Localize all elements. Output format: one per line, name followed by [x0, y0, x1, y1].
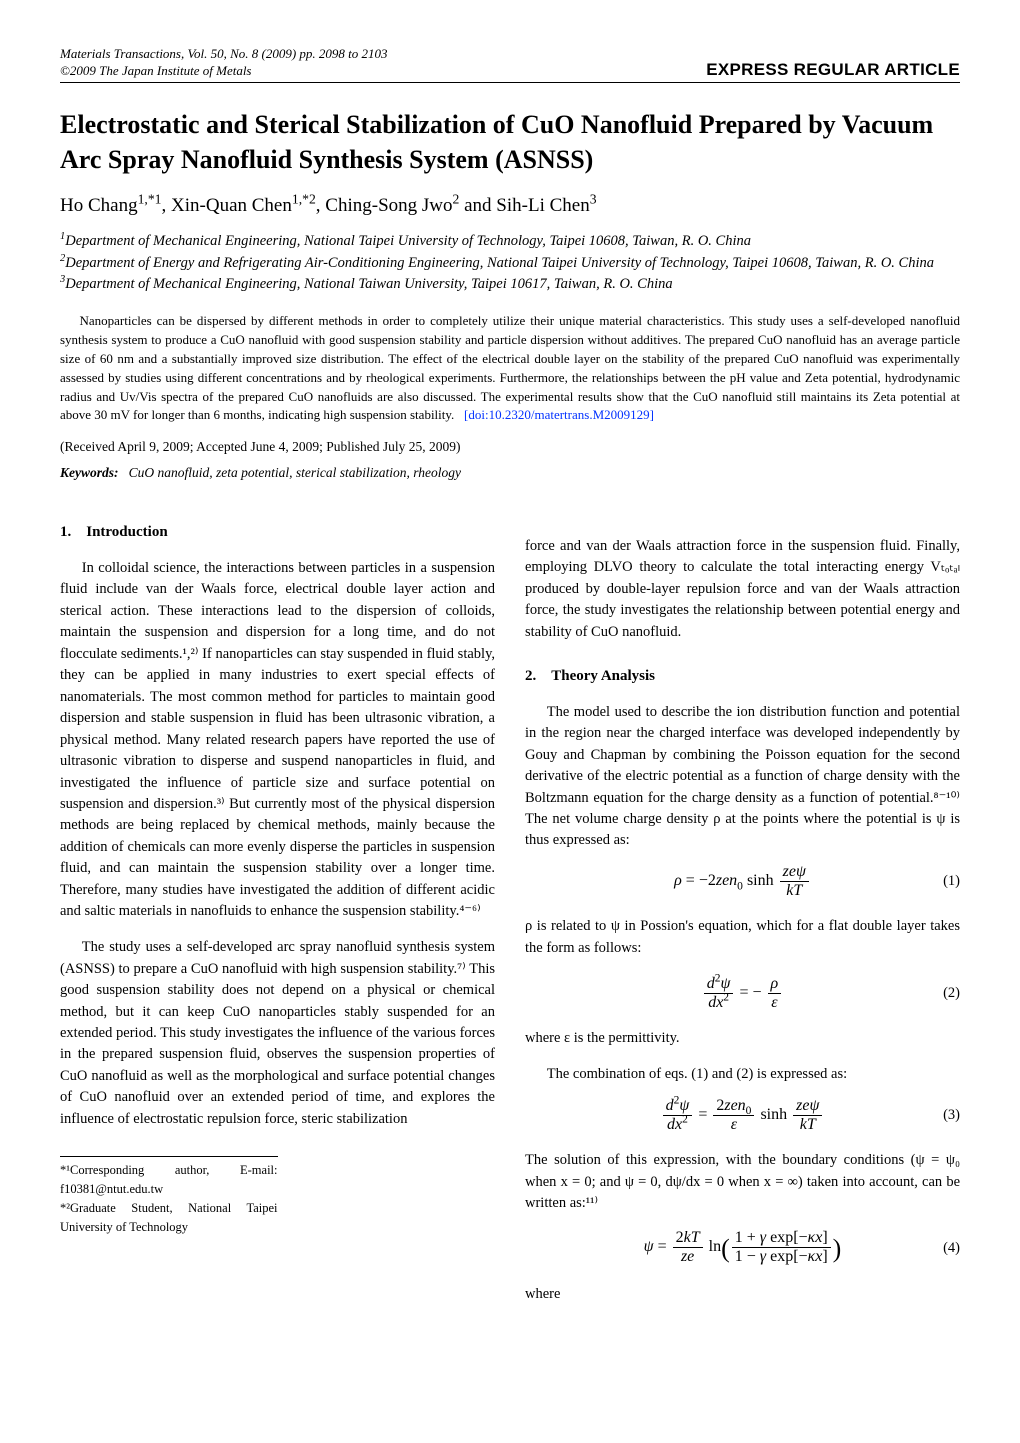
author-list: Ho Chang1,*1, Xin-Quan Chen1,*2, Ching-S…	[60, 195, 960, 217]
footnotes: *¹Corresponding author, E-mail: f10381@n…	[60, 1156, 278, 1236]
copyright-line: ©2009 The Japan Institute of Metals	[60, 63, 388, 80]
equation-2-body: d2ψdx2 = − ρε	[702, 975, 783, 1012]
doi-link[interactable]: [doi:10.2320/matertrans.M2009129]	[464, 407, 654, 422]
section-2-heading: 2. Theory Analysis	[525, 665, 960, 687]
after-eq3-text: The solution of this expression, with th…	[525, 1150, 960, 1214]
journal-meta: Materials Transactions, Vol. 50, No. 8 (…	[60, 46, 388, 80]
affiliation-1-text: Department of Mechanical Engineering, Na…	[65, 233, 751, 249]
affiliation-2: 2Department of Energy and Refrigerating …	[60, 253, 960, 275]
right-column: force and van der Waals attraction force…	[525, 521, 960, 1319]
keywords-line: Keywords: CuO nanofluid, zeta potential,…	[60, 465, 960, 481]
affiliation-3-text: Department of Mechanical Engineering, Na…	[65, 276, 672, 292]
equation-1-body: ρ = −2zen0 sinh zeψkT	[674, 863, 811, 900]
affiliation-2-text: Department of Energy and Refrigerating A…	[65, 255, 934, 271]
equation-4: ψ = 2kTze ln(1 + γ exp[−κx]1 − γ exp[−κx…	[525, 1229, 960, 1269]
section-2-p1: The model used to describe the ion distr…	[525, 702, 960, 852]
where-text: where	[525, 1284, 960, 1305]
two-column-body: 1. Introduction In colloidal science, th…	[60, 521, 960, 1319]
section-1-heading: 1. Introduction	[60, 521, 495, 543]
equation-3: d2ψdx2 = 2zen0ε sinh zeψkT (3)	[525, 1096, 960, 1136]
section-1-p2: The study uses a self-developed arc spra…	[60, 937, 495, 1130]
after-eq1-text: ρ is related to ψ in Possion's equation,…	[525, 916, 960, 959]
equation-2: d2ψdx2 = − ρε (2)	[525, 974, 960, 1014]
abstract: Nanoparticles can be dispersed by differ…	[60, 312, 960, 425]
journal-line: Materials Transactions, Vol. 50, No. 8 (…	[60, 46, 388, 63]
equation-1: ρ = −2zen0 sinh zeψkT (1)	[525, 862, 960, 902]
equation-3-number: (3)	[943, 1105, 960, 1126]
after-eq2-b: The combination of eqs. (1) and (2) is e…	[525, 1064, 960, 1085]
equation-3-body: d2ψdx2 = 2zen0ε sinh zeψkT	[661, 1097, 825, 1134]
footnote-1: *¹Corresponding author, E-mail: f10381@n…	[60, 1161, 278, 1199]
header-bar: Materials Transactions, Vol. 50, No. 8 (…	[60, 46, 960, 83]
equation-2-number: (2)	[943, 983, 960, 1004]
equation-4-number: (4)	[943, 1238, 960, 1259]
equation-4-body: ψ = 2kTze ln(1 + γ exp[−κx]1 − γ exp[−κx…	[644, 1229, 842, 1269]
left-column: 1. Introduction In colloidal science, th…	[60, 521, 495, 1319]
article-title: Electrostatic and Sterical Stabilization…	[60, 107, 960, 177]
equation-1-number: (1)	[943, 871, 960, 892]
footnote-2: *²Graduate Student, National Taipei Univ…	[60, 1199, 278, 1237]
keywords-text: CuO nanofluid, zeta potential, sterical …	[129, 465, 461, 480]
affiliation-1: 1Department of Mechanical Engineering, N…	[60, 231, 960, 253]
keywords-label: Keywords:	[60, 465, 119, 480]
article-category: EXPRESS REGULAR ARTICLE	[706, 60, 960, 80]
affiliations: 1Department of Mechanical Engineering, N…	[60, 231, 960, 296]
dates-line: (Received April 9, 2009; Accepted June 4…	[60, 439, 960, 455]
after-eq2-a: where ε is the permittivity.	[525, 1028, 960, 1049]
section-1-p1: In colloidal science, the interactions b…	[60, 558, 495, 923]
section-1-p2-cont: force and van der Waals attraction force…	[525, 536, 960, 643]
affiliation-3: 3Department of Mechanical Engineering, N…	[60, 274, 960, 296]
